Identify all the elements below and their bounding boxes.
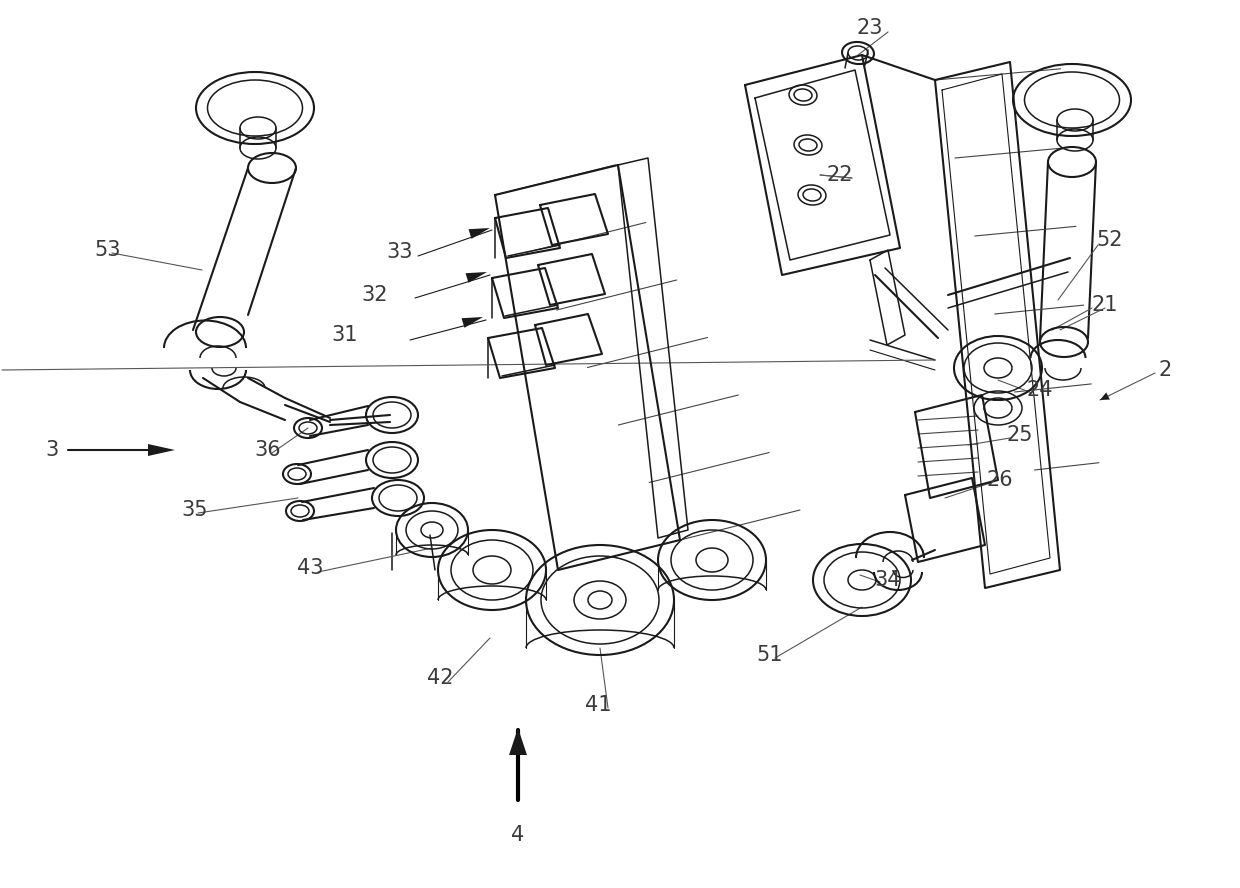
Text: 26: 26 — [987, 470, 1013, 490]
Text: 31: 31 — [332, 325, 358, 345]
Polygon shape — [148, 444, 175, 456]
Text: 2: 2 — [1158, 360, 1172, 380]
Text: 25: 25 — [1007, 425, 1033, 445]
Polygon shape — [469, 228, 490, 239]
Text: 34: 34 — [874, 570, 901, 590]
Text: 53: 53 — [94, 240, 122, 260]
Polygon shape — [461, 317, 484, 328]
Text: 51: 51 — [756, 645, 784, 665]
Text: 42: 42 — [427, 668, 454, 688]
Text: 32: 32 — [362, 285, 388, 305]
Text: 41: 41 — [585, 695, 611, 715]
Text: 21: 21 — [1091, 295, 1118, 315]
Text: 35: 35 — [182, 500, 208, 520]
Text: 43: 43 — [296, 558, 324, 578]
Text: 36: 36 — [254, 440, 281, 460]
Polygon shape — [465, 272, 487, 282]
Text: 33: 33 — [387, 242, 413, 262]
Text: 3: 3 — [46, 440, 58, 460]
Text: 22: 22 — [827, 165, 853, 185]
Polygon shape — [508, 728, 527, 755]
Text: 52: 52 — [1096, 230, 1123, 250]
Text: 24: 24 — [1027, 380, 1053, 400]
Text: 4: 4 — [511, 825, 525, 845]
Text: 23: 23 — [857, 18, 883, 38]
Polygon shape — [1100, 392, 1110, 400]
